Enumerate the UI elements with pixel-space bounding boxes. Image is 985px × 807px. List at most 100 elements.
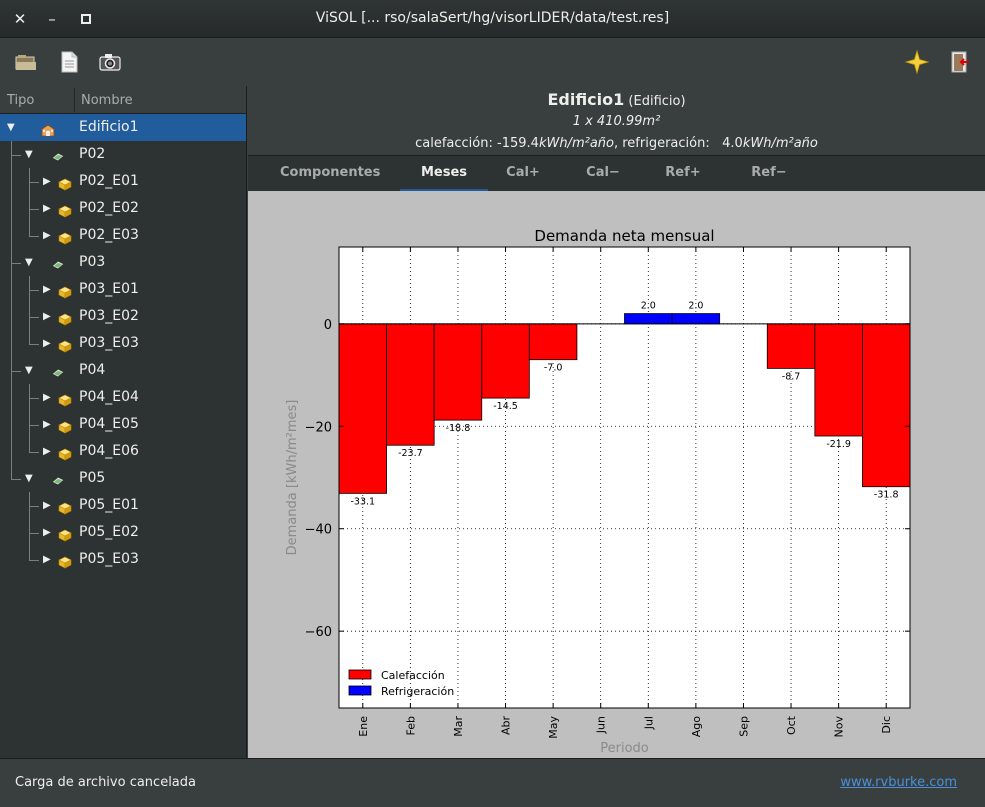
column-header-nombre[interactable]: Nombre (81, 93, 133, 108)
x-tick-label: Abr (500, 716, 513, 736)
expand-arrow-icon[interactable]: ▶ (43, 338, 51, 349)
open-folder-button[interactable] (12, 48, 40, 76)
tab-meses[interactable]: Meses (400, 156, 488, 192)
cooling-label: refrigeración: (622, 136, 710, 151)
tree-row-label: P03_E03 (79, 335, 139, 351)
cooling-value: 4.0 (722, 136, 743, 151)
tree-row[interactable]: ▼ Edificio1 (0, 114, 246, 141)
expand-arrow-icon[interactable]: ▶ (43, 176, 51, 187)
tree-row[interactable]: ▼ P05 (0, 465, 246, 492)
heating-value: -159.4 (497, 136, 539, 151)
data-label: -33.1 (350, 496, 375, 507)
expand-arrow-icon[interactable]: ▶ (43, 392, 51, 403)
bar-calefaccion (433, 323, 483, 421)
maximize-window-button[interactable] (76, 9, 96, 29)
tree-row-label: P03 (79, 254, 106, 270)
legend-label: Calefacción (381, 669, 445, 682)
data-label: -23.7 (398, 448, 423, 459)
building-type: (Edificio) (628, 94, 686, 109)
tree-row[interactable]: ▶ P05_E02 (0, 519, 246, 546)
expand-arrow-icon[interactable]: ▶ (43, 419, 51, 430)
expand-arrow-icon[interactable]: ▶ (43, 284, 51, 295)
website-link[interactable]: www.rvburke.com (840, 775, 957, 790)
x-tick-label: Nov (833, 716, 846, 738)
tree-header: Tipo Nombre (0, 86, 246, 114)
tree-row[interactable]: ▼ P02 (0, 141, 246, 168)
tree-row[interactable]: ▶ P02_E01 (0, 168, 246, 195)
expand-arrow-icon[interactable]: ▶ (43, 500, 51, 511)
camera-icon (99, 54, 121, 71)
tree-row-label: P02_E02 (79, 200, 139, 216)
tree-row-label: P05 (79, 470, 106, 486)
x-tick-label: May (547, 716, 560, 739)
tab-componentes[interactable]: Componentes (280, 165, 381, 180)
tree-row-label: P05_E03 (79, 551, 139, 567)
screenshot-button[interactable] (96, 48, 124, 76)
tree-row[interactable]: ▶ P05_E01 (0, 492, 246, 519)
building-demand: calefacción: -159.4kWh/m²año, refrigerac… (415, 136, 818, 151)
expand-arrow-icon[interactable]: ▶ (43, 230, 51, 241)
data-label: -18.8 (446, 423, 471, 434)
space-icon (57, 228, 73, 245)
x-tick-label: Dic (880, 716, 893, 734)
close-window-button[interactable]: ✕ (13, 10, 27, 28)
cooling-unit: kWh/m²año (742, 136, 818, 151)
expand-arrow-icon[interactable]: ▶ (43, 203, 51, 214)
tree-row[interactable]: ▶ P03_E01 (0, 276, 246, 303)
tree-row-label: Edificio1 (79, 119, 139, 135)
tree-row-label: P03_E02 (79, 308, 139, 324)
y-tick-label: −20 (305, 420, 332, 435)
tree-row[interactable]: ▶ P02_E02 (0, 195, 246, 222)
bar-refrigeracion (624, 313, 673, 325)
building-title: Edificio1 (Edificio) (248, 90, 985, 109)
expand-arrow-icon[interactable]: ▶ (43, 446, 51, 457)
tree-row-label: P02 (79, 146, 106, 162)
data-label: -8.7 (782, 371, 801, 382)
window-title: ViSOL [... rso/salaSert/hg/visorLIDER/da… (315, 10, 670, 26)
tree-row[interactable]: ▶ P04_E05 (0, 411, 246, 438)
tree-row[interactable]: ▶ P04_E06 (0, 438, 246, 465)
exit-button[interactable] (945, 48, 973, 76)
tree-row[interactable]: ▶ P03_E02 (0, 303, 246, 330)
collapse-arrow-icon[interactable]: ▼ (25, 365, 33, 376)
tree-row-label: P04_E04 (79, 389, 139, 405)
tree-row[interactable]: ▼ P04 (0, 357, 246, 384)
space-icon (57, 390, 73, 407)
about-button[interactable] (903, 48, 931, 76)
collapse-arrow-icon[interactable]: ▼ (25, 473, 33, 484)
collapse-arrow-icon[interactable]: ▼ (7, 122, 15, 133)
legend-swatch (348, 685, 372, 696)
tree-row[interactable]: ▶ P04_E04 (0, 384, 246, 411)
tree-row-label: P05_E02 (79, 524, 139, 540)
space-icon (57, 417, 73, 434)
plot-area: -33.1 -23.7 -18.8 -14.5 -7.0 2.0 2.0 -8.7 -21.9 -… (248, 191, 985, 758)
tab-ref-plus[interactable]: Ref+ (665, 165, 701, 180)
bar-calefaccion (481, 323, 530, 399)
tab-cal-plus[interactable]: Cal+ (506, 165, 540, 180)
bar-refrigeracion (671, 313, 721, 325)
bar-calefaccion (338, 323, 387, 494)
new-document-button[interactable] (55, 48, 83, 76)
tree-row[interactable]: ▶ P03_E03 (0, 330, 246, 357)
minimize-window-button[interactable]: – (48, 10, 56, 28)
x-tick-label: Feb (404, 716, 417, 735)
collapse-arrow-icon[interactable]: ▼ (25, 149, 33, 160)
expand-arrow-icon[interactable]: ▶ (43, 311, 51, 322)
bar-calefaccion (528, 323, 578, 361)
building-name: Edificio1 (547, 90, 625, 109)
collapse-arrow-icon[interactable]: ▼ (25, 257, 33, 268)
expand-arrow-icon[interactable]: ▶ (43, 554, 51, 565)
expand-arrow-icon[interactable]: ▶ (43, 527, 51, 538)
x-tick-label: Ago (690, 716, 703, 738)
folder-icon (15, 55, 36, 70)
tree-row[interactable]: ▶ P02_E03 (0, 222, 246, 249)
tab-cal-minus[interactable]: Cal− (586, 165, 620, 180)
data-label: -21.9 (826, 439, 851, 450)
legend-swatch (348, 669, 372, 680)
heating-unit: kWh/m²año (538, 136, 614, 151)
tree-row[interactable]: ▶ P05_E03 (0, 546, 246, 573)
building-area: 1 x 410.99m² (572, 114, 661, 129)
tab-ref-minus[interactable]: Ref− (751, 165, 787, 180)
tree-row[interactable]: ▼ P03 (0, 249, 246, 276)
column-header-tipo[interactable]: Tipo (7, 93, 35, 108)
